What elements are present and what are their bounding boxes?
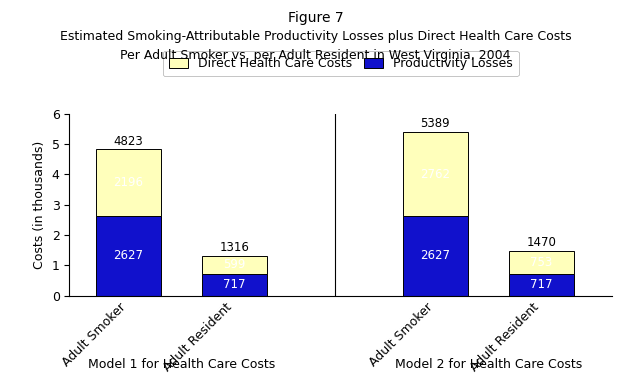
Bar [403, 132, 468, 216]
Text: 717: 717 [530, 278, 553, 291]
Text: 599: 599 [223, 258, 245, 271]
Text: 2196: 2196 [114, 176, 143, 189]
Y-axis label: Costs (in thousands): Costs (in thousands) [33, 141, 46, 269]
Text: Figure 7: Figure 7 [288, 11, 343, 25]
Bar [403, 216, 468, 296]
Bar [202, 256, 267, 274]
Legend: Direct Health Care Costs, Productivity Losses: Direct Health Care Costs, Productivity L… [163, 51, 519, 76]
Text: 2762: 2762 [420, 168, 450, 181]
Text: Model 1 for Health Care Costs: Model 1 for Health Care Costs [88, 359, 275, 371]
Bar [509, 251, 574, 274]
Bar [509, 274, 574, 296]
Text: Estimated Smoking-Attributable Productivity Losses plus Direct Health Care Costs: Estimated Smoking-Attributable Productiv… [60, 30, 571, 43]
Text: 4823: 4823 [114, 135, 143, 147]
Text: 717: 717 [223, 278, 246, 291]
Text: 2627: 2627 [114, 249, 143, 262]
Text: 1316: 1316 [220, 241, 249, 254]
Text: 2627: 2627 [420, 249, 450, 262]
Bar [96, 149, 161, 216]
Text: 5389: 5389 [420, 117, 450, 130]
Text: 753: 753 [530, 256, 552, 269]
Text: 1470: 1470 [526, 236, 556, 249]
Bar [202, 274, 267, 296]
Text: Per Adult Smoker vs. per Adult Resident in West Virginia, 2004: Per Adult Smoker vs. per Adult Resident … [121, 49, 510, 62]
Text: Model 2 for Health Care Costs: Model 2 for Health Care Costs [394, 359, 582, 371]
Bar [96, 216, 161, 296]
